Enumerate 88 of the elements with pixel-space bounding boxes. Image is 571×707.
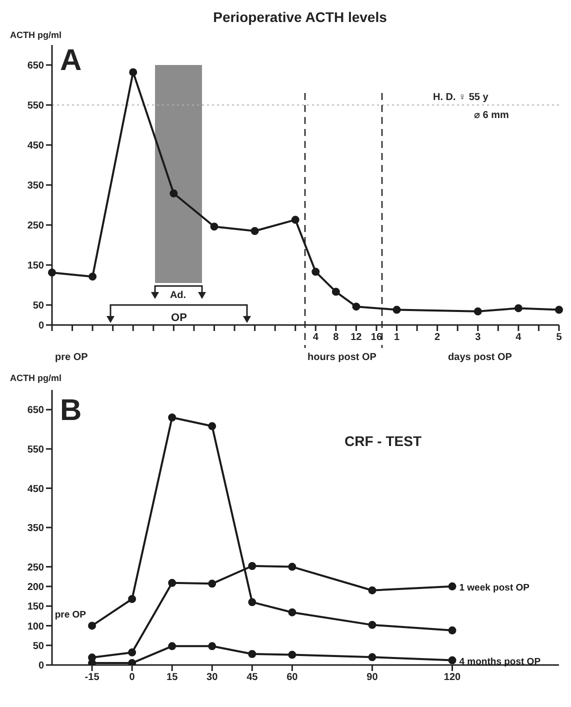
point	[128, 595, 136, 603]
series-label: 1 week post OP	[459, 582, 530, 594]
text: hours post OP	[308, 352, 377, 363]
point	[448, 582, 456, 590]
annotation: H. D. ♀ 55 y	[433, 92, 489, 103]
point	[514, 304, 522, 312]
point	[392, 306, 401, 314]
x-tick-label: 1	[394, 332, 400, 344]
x-tick-label: 12	[350, 332, 362, 344]
x-tick-label: 8	[333, 332, 340, 344]
point	[288, 608, 296, 616]
y-tick-label: 550	[27, 100, 44, 112]
y-axis-title: ACTH pg/ml	[10, 30, 62, 40]
y-tick-label: 350	[27, 523, 44, 534]
y-tick-label: 250	[27, 562, 44, 574]
y-tick-label: 100	[27, 621, 44, 632]
annotation: OP	[171, 312, 187, 324]
x-tick-label: 4	[312, 332, 319, 344]
y-tick-label: 550	[27, 444, 44, 456]
x-tick-label: 45	[246, 672, 258, 684]
point	[288, 650, 296, 659]
point	[168, 414, 176, 422]
y-tick-label: 150	[27, 602, 44, 613]
y-tick-label: 450	[27, 140, 44, 152]
point	[88, 622, 96, 630]
y-tick-label: 650	[27, 405, 44, 416]
point	[170, 189, 178, 198]
x-tick-label: 60	[286, 672, 298, 684]
y-tick-label: 450	[27, 484, 44, 495]
point	[129, 68, 138, 76]
y-tick-label: 0	[38, 320, 44, 332]
text: CRF - TEST	[344, 433, 422, 449]
point	[248, 598, 256, 606]
y-tick-label: 50	[32, 300, 44, 312]
x-tick-label: 4	[516, 332, 522, 344]
x-tick-label: 5	[556, 332, 562, 344]
point	[332, 288, 340, 296]
y-tick-label: 0	[38, 660, 44, 672]
y-tick-label: 350	[27, 180, 44, 192]
x-tick-label: -15	[84, 672, 100, 684]
point	[208, 642, 216, 650]
series-label: 4 months post OP	[459, 656, 542, 668]
series-label: pre OP	[54, 610, 87, 621]
y-tick-label: 650	[27, 60, 44, 72]
point	[312, 268, 320, 276]
x-tick-label: 2	[434, 332, 441, 344]
chart-title: Perioperative ACTH levels	[213, 9, 388, 25]
point	[210, 222, 218, 231]
x-tick-label: 16	[370, 332, 382, 344]
y-tick-label: 250	[27, 220, 44, 232]
point	[128, 659, 136, 665]
y-tick-label: 150	[27, 260, 44, 272]
annotation: B	[60, 394, 82, 427]
x-tick-label: 90	[366, 672, 378, 684]
x-tick-label: 0	[129, 672, 136, 684]
point	[248, 562, 256, 570]
text: pre OP	[55, 352, 88, 363]
x-tick-label: 15	[166, 672, 178, 684]
point	[448, 626, 456, 634]
annotation: A	[60, 44, 82, 77]
y-axis-title: ACTH pg/ml	[10, 373, 62, 383]
point	[291, 216, 300, 224]
point	[48, 268, 56, 277]
point	[474, 307, 482, 316]
point	[168, 578, 176, 587]
point	[368, 653, 376, 662]
y-tick-label: 200	[27, 582, 44, 593]
x-tick-label: 3	[475, 332, 482, 344]
text: days post OP	[448, 352, 512, 363]
point	[88, 272, 97, 281]
point	[248, 650, 256, 658]
point	[250, 227, 259, 235]
point	[208, 580, 216, 588]
y-tick-label: 50	[32, 640, 44, 652]
point	[208, 422, 216, 430]
point	[168, 642, 176, 650]
annotation: ⌀ 6 mm	[474, 110, 510, 121]
point	[352, 302, 360, 311]
point	[368, 586, 376, 594]
point	[555, 306, 563, 314]
annotation: Ad.	[170, 290, 186, 301]
point	[288, 562, 296, 571]
x-tick-label: 30	[206, 672, 218, 684]
point	[368, 620, 376, 629]
point	[128, 648, 136, 656]
x-tick-label: 120	[444, 672, 462, 684]
point	[448, 656, 456, 664]
point	[88, 659, 96, 665]
